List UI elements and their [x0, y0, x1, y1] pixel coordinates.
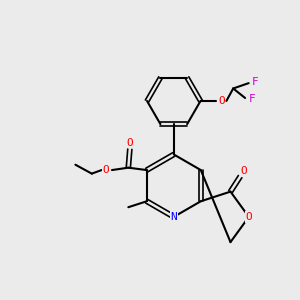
- Text: O: O: [245, 212, 252, 222]
- Text: F: F: [252, 76, 259, 87]
- Text: O: O: [218, 96, 225, 106]
- Text: F: F: [248, 94, 255, 104]
- Text: O: O: [240, 166, 247, 176]
- Text: O: O: [126, 138, 133, 148]
- Text: O: O: [103, 165, 110, 175]
- Text: N: N: [170, 212, 177, 222]
